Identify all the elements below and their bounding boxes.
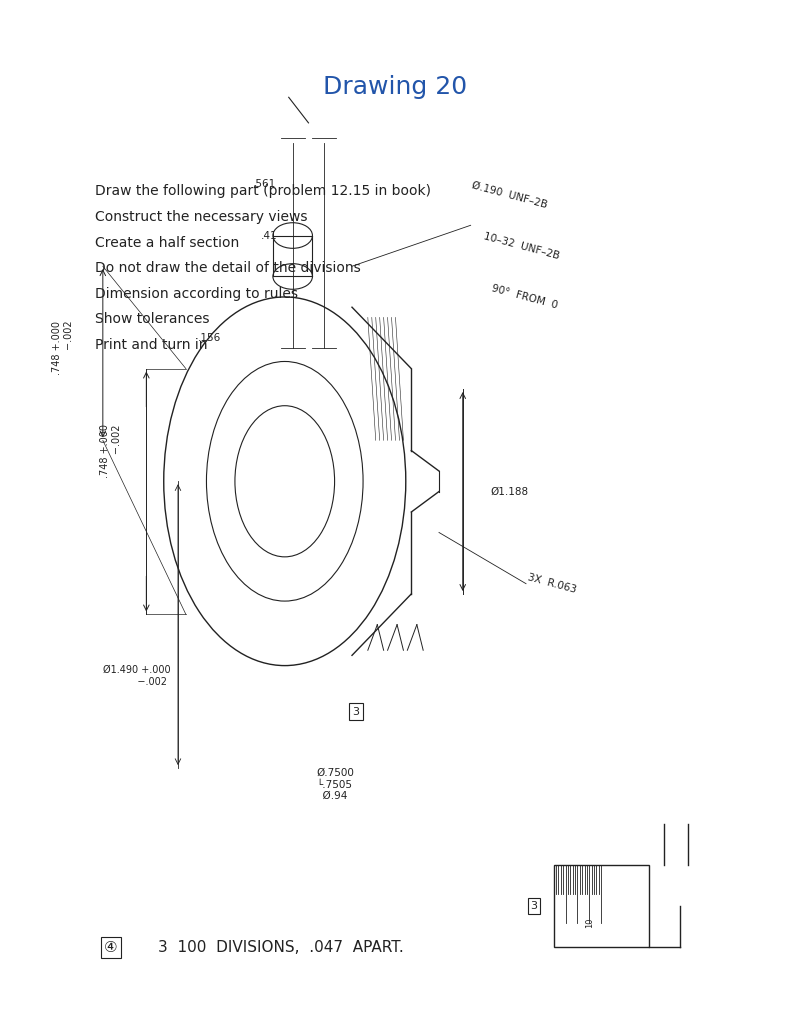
Text: .41: .41 xyxy=(260,230,278,241)
Text: ④: ④ xyxy=(104,940,118,954)
Text: Ø1.490 +.000
           −.002: Ø1.490 +.000 −.002 xyxy=(103,665,170,687)
Text: 90°  FROM  0: 90° FROM 0 xyxy=(490,284,558,310)
Text: .156: .156 xyxy=(198,333,221,343)
Text: Ø.190  UNF–2B: Ø.190 UNF–2B xyxy=(471,179,549,210)
Text: Show tolerances: Show tolerances xyxy=(95,312,210,327)
Text: Create a half section: Create a half section xyxy=(95,236,239,250)
Text: Dimension according to rules: Dimension according to rules xyxy=(95,287,298,301)
Text: Construct the necessary views: Construct the necessary views xyxy=(95,210,308,224)
Text: Print and turn in: Print and turn in xyxy=(95,338,207,352)
Text: Do not draw the detail of the divisions: Do not draw the detail of the divisions xyxy=(95,261,361,275)
Text: Drawing 20: Drawing 20 xyxy=(324,75,467,99)
Text: .748 +.000
        −.002: .748 +.000 −.002 xyxy=(52,321,74,376)
Text: .561: .561 xyxy=(253,179,277,189)
Text: 3: 3 xyxy=(353,707,359,717)
Text: .748 +.000
       −.002: .748 +.000 −.002 xyxy=(100,424,122,477)
Bar xyxy=(554,865,649,947)
Text: 10–32  UNF–2B: 10–32 UNF–2B xyxy=(483,230,561,261)
Text: Ø1.188: Ø1.188 xyxy=(490,486,528,497)
Text: 3X  R.063: 3X R.063 xyxy=(526,572,577,595)
Text: Draw the following part (problem 12.15 in book): Draw the following part (problem 12.15 i… xyxy=(95,184,431,199)
Text: 10: 10 xyxy=(585,918,594,928)
Text: 3: 3 xyxy=(531,901,537,911)
Text: Ø.7500
└.7505
  Ø.94: Ø.7500 └.7505 Ø.94 xyxy=(316,768,354,801)
Text: 3  100  DIVISIONS,  .047  APART.: 3 100 DIVISIONS, .047 APART. xyxy=(158,940,404,954)
